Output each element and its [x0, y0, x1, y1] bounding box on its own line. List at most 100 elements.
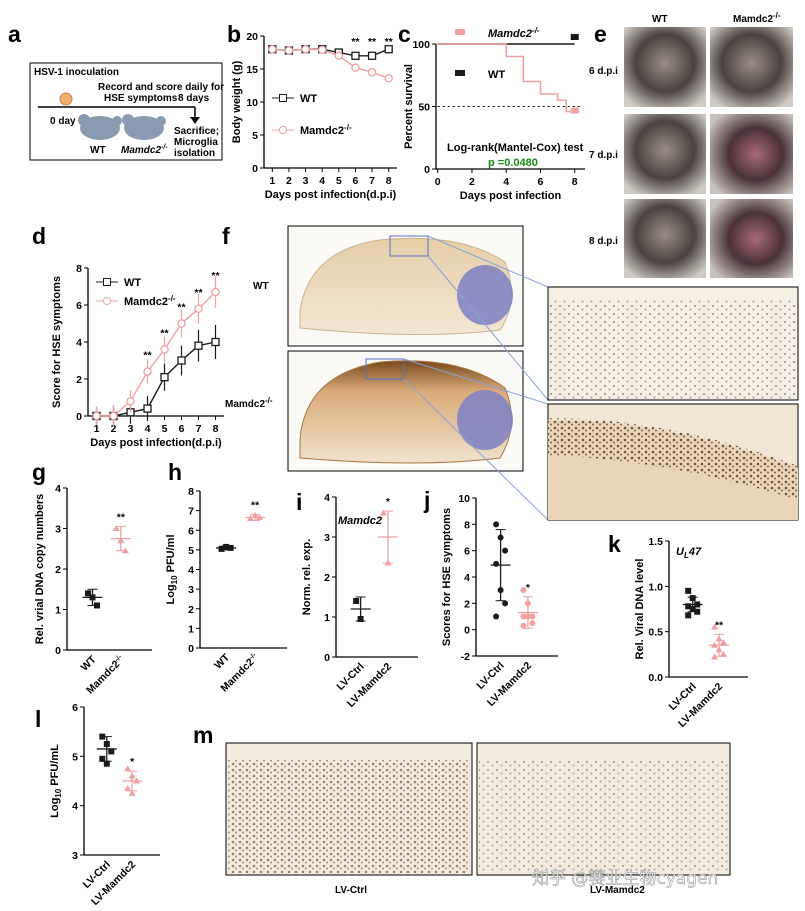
- g-y-tick-label: 1: [55, 605, 61, 617]
- b-y-tick-label: 0: [252, 163, 258, 175]
- c-y-tick-label: 100: [412, 39, 430, 51]
- d-y-tick-label: 8: [76, 263, 82, 275]
- d-point-mutant: [126, 396, 135, 406]
- j-y-tick-label: 0: [464, 625, 470, 637]
- b-x-tick-label: 5: [336, 175, 342, 187]
- i-y-axis-label: Norm. rel. exp.: [301, 539, 313, 615]
- zoom-line-wt-top: [427, 235, 549, 288]
- k-data-point: [720, 650, 728, 657]
- b-y-tick-label: 10: [246, 97, 258, 109]
- h-data-point: [256, 513, 264, 520]
- d-point-mutant: [160, 345, 169, 354]
- l-data-point: [124, 784, 132, 791]
- i-y-tick-label: 2: [324, 572, 330, 584]
- h-y-tick-label: 7: [188, 506, 194, 518]
- d-legend-label-wt: WT: [124, 277, 141, 289]
- c-test-label: Log-rank(Mantel-Cox) test: [447, 142, 584, 154]
- cerebellum-mutant: [457, 390, 513, 450]
- watermark: 知乎 @赛业生物cyagen: [532, 868, 718, 889]
- l-y-axis-label: Log10 PFU/mL: [49, 744, 63, 818]
- panel-label-b: b: [227, 21, 241, 47]
- j-data-point: [520, 622, 527, 629]
- c-legend-label-wt: WT: [488, 69, 505, 81]
- d-legend-marker-wt: [103, 278, 111, 286]
- h-y-tick-label: 3: [188, 584, 194, 596]
- h-y-tick-label: 1: [188, 623, 194, 635]
- d-x-tick-label: 4: [145, 423, 151, 435]
- isolation-text: isolation: [174, 148, 215, 159]
- h-y-tick-label: 0: [188, 643, 194, 655]
- j-data-point: [524, 600, 531, 607]
- j-y-tick-label: 10: [458, 493, 470, 505]
- b-y-tick-label: 5: [252, 130, 258, 142]
- h-y-tick-label: 2: [188, 604, 194, 616]
- timeline-arrowhead: [190, 117, 200, 124]
- j-y-tick-label: 6: [464, 546, 470, 558]
- b-point-mutant: [351, 63, 360, 72]
- mouse-mutant-icon: [122, 114, 166, 140]
- k-data-point: [715, 646, 723, 653]
- b-point-wt: [384, 45, 393, 54]
- i-significance: *: [386, 496, 391, 508]
- l-data-point: [103, 741, 110, 747]
- i-data-point: [384, 559, 392, 566]
- i-data-point: [353, 598, 360, 604]
- h-data-point: [251, 512, 259, 519]
- d-point-wt: [194, 341, 203, 350]
- h-significance: **: [251, 500, 260, 512]
- l-data-point: [99, 755, 106, 762]
- l-data-point: [99, 733, 106, 740]
- j-data-point: [520, 613, 527, 620]
- ihc-cells-lv-ctrl: [228, 760, 470, 873]
- i-data-point: [357, 616, 364, 622]
- c-x-tick-label: 8: [572, 176, 578, 188]
- k-chart-title: UL47: [676, 546, 702, 560]
- d-significance: **: [194, 287, 203, 299]
- d-significance: **: [160, 327, 169, 339]
- d-significance: **: [211, 270, 220, 282]
- d-point-mutant: [194, 304, 203, 313]
- panel-label-i: i: [296, 489, 302, 515]
- k-data-point: [689, 606, 696, 612]
- c-x-tick-label: 6: [538, 176, 544, 188]
- k-data-point: [715, 635, 723, 642]
- j-data-point: [529, 620, 536, 627]
- c-legend-marker-mutant: [455, 29, 465, 35]
- e-header-wt: WT: [652, 14, 668, 25]
- i-y-tick-label: 3: [324, 532, 330, 544]
- d-y-tick-label: 0: [76, 411, 82, 423]
- b-point-wt: [351, 51, 360, 60]
- b-significance: **: [368, 36, 377, 48]
- d-point-wt: [143, 404, 152, 413]
- days8-text: 8 days: [178, 93, 210, 104]
- b-y-tick-label: 15: [246, 64, 258, 76]
- zoom-line-wt-bottom: [427, 255, 549, 401]
- j-y-axis-label: Scores for HSE symptoms: [441, 508, 453, 646]
- panel-label-a: a: [8, 21, 21, 47]
- b-point-mutant: [334, 51, 344, 61]
- l-y-tick-label: 5: [72, 751, 78, 763]
- g-y-tick-label: 4: [55, 483, 61, 495]
- l-data-point: [128, 772, 136, 779]
- d-x-tick-label: 3: [128, 423, 134, 435]
- i-y-tick-label: 4: [324, 492, 330, 504]
- d-point-wt: [160, 372, 169, 382]
- h-data-point: [223, 543, 230, 550]
- g-y-tick-label: 2: [55, 564, 61, 576]
- j-data-point: [493, 613, 500, 620]
- panel-label-m: m: [193, 722, 213, 748]
- panel-label-l: l: [35, 706, 41, 732]
- b-point-mutant: [384, 73, 393, 83]
- g-data-point: [89, 594, 96, 601]
- l-y-tick-label: 3: [72, 850, 78, 862]
- l-data-point: [103, 760, 110, 767]
- h-category-label-0: WT: [212, 651, 232, 671]
- c-y-tick-label: 50: [418, 102, 430, 114]
- l-data-point: [128, 789, 136, 796]
- schematic-frame: [29, 62, 223, 161]
- j-y-tick-label: 2: [464, 598, 470, 610]
- e-row-6dpi: 6 d.p.i: [589, 66, 618, 77]
- l-data-point: [124, 765, 132, 772]
- b-significance: **: [385, 36, 394, 48]
- h-y-tick-label: 4: [188, 565, 194, 577]
